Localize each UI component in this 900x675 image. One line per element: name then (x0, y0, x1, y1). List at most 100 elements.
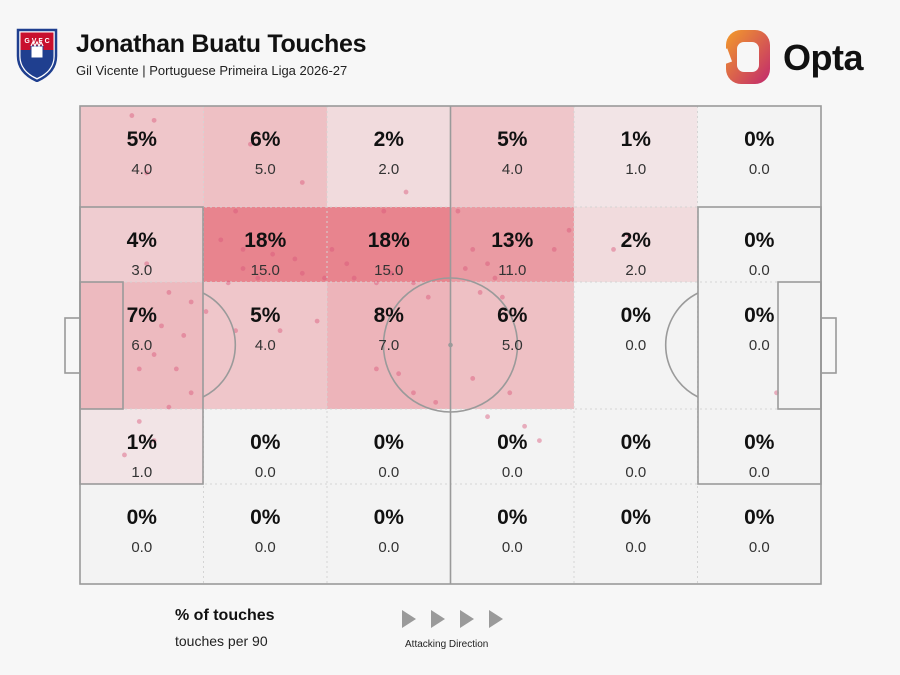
cell-per90-label: 0.0 (255, 464, 276, 481)
touch-dot (625, 232, 631, 238)
cell-per90-label: 15.0 (374, 262, 403, 279)
touch-dot (425, 294, 431, 300)
touch-dot (611, 247, 616, 252)
cell-percent-label: 0% (621, 431, 652, 454)
opta-logo-icon (718, 30, 770, 84)
cell-per90-label: 2.0 (625, 262, 646, 279)
touch-dot (551, 247, 557, 252)
touch-dot (388, 270, 394, 276)
heatmap-cell (697, 409, 821, 484)
cell-percent-label: 0% (250, 506, 281, 529)
cell-percent-label: 0% (374, 506, 405, 529)
touch-dot (151, 352, 157, 357)
heatmap-cell (697, 207, 821, 282)
touch-dot (299, 180, 305, 185)
cell-percent-label: 18% (368, 229, 410, 252)
touch-dot (144, 170, 150, 176)
touch-dot (144, 261, 150, 267)
heatmap-cell (203, 106, 327, 207)
heatmap-cell (574, 282, 698, 409)
heatmap-cell (450, 282, 574, 409)
touch-dot (240, 266, 246, 271)
heatmap-cell (450, 207, 574, 282)
cell-percent-label: 6% (497, 304, 528, 327)
cell-per90-label: 4.0 (255, 337, 276, 354)
cell-percent-label: 0% (497, 506, 528, 529)
cell-per90-label: 0.0 (749, 464, 770, 481)
attacking-direction-arrows-icon (402, 610, 503, 628)
heatmap-cell (697, 106, 821, 207)
touch-dot (433, 399, 439, 405)
touch-dot (411, 280, 416, 286)
page-title: Jonathan Buatu Touches (76, 30, 367, 58)
touch-dot (485, 261, 490, 267)
heatmap-cell (450, 484, 574, 584)
touch-dot (566, 227, 572, 233)
legend-per90-label: touches per 90 (175, 633, 268, 649)
touch-dot (322, 275, 327, 281)
cell-percent-label: 0% (374, 431, 405, 454)
touch-dot (492, 275, 498, 281)
cell-per90-label: 1.0 (131, 464, 152, 481)
touch-dot (462, 266, 468, 271)
touch-dot (159, 323, 164, 329)
heatmap-cell (80, 207, 204, 282)
touch-dot (233, 208, 239, 214)
cell-percent-label: 1% (621, 128, 652, 151)
touch-dot (537, 438, 542, 443)
heatmap-labels: 5% 4.0 6% 5.0 2% 2.0 5% 4.0 1% 1.0 0% 0.0 4% 3.0 18% 15… (127, 128, 775, 556)
cell-percent-label: 0% (744, 506, 775, 529)
touch-dot (470, 247, 476, 252)
cell-per90-label: 7.0 (378, 337, 399, 354)
cell-per90-label: 1.0 (625, 161, 646, 178)
touch-dot (270, 251, 276, 257)
cell-percent-label: 13% (491, 229, 533, 252)
cell-percent-label: 0% (621, 304, 652, 327)
touch-dot (411, 390, 416, 396)
cell-per90-label: 0.0 (378, 464, 399, 481)
cell-percent-label: 0% (127, 506, 158, 529)
touch-dot (470, 376, 476, 381)
cell-per90-label: 0.0 (502, 464, 523, 481)
touch-dot (136, 366, 142, 372)
attacking-direction-label: Attacking Direction (405, 639, 489, 650)
cell-percent-label: 18% (244, 229, 286, 252)
cell-per90-label: 6.0 (131, 337, 152, 354)
cell-percent-label: 0% (621, 506, 652, 529)
cell-per90-label: 0.0 (502, 539, 523, 556)
heatmap-cell (697, 282, 821, 409)
cell-percent-label: 0% (497, 431, 528, 454)
touch-dot (240, 247, 246, 252)
touch-dot (129, 113, 135, 118)
left-penalty-arc (202, 292, 237, 398)
heatmap-cell (450, 409, 574, 484)
cell-percent-label: 0% (744, 128, 775, 151)
touch-dot (188, 390, 194, 396)
cell-per90-label: 0.0 (131, 539, 152, 556)
heatmap-cell (80, 106, 204, 207)
touch-dot (255, 275, 261, 281)
cell-percent-label: 2% (621, 229, 652, 252)
centre-circle (382, 277, 519, 413)
cell-per90-label: 0.0 (749, 539, 770, 556)
cell-percent-label: 0% (744, 304, 775, 327)
heatmap-cell (327, 484, 451, 584)
touch-dot (351, 275, 357, 281)
heatmap-cell (203, 409, 327, 484)
crest-lettering: G V F C (24, 38, 49, 45)
heatmap-cell (80, 409, 204, 484)
touch-dot (329, 247, 335, 252)
heatmap-cell (203, 207, 327, 282)
header: G V F C Jonathan Buatu Touches Gil Vicen… (0, 0, 900, 100)
touch-dot (396, 371, 402, 377)
heatmap-cell (327, 207, 451, 282)
centre-spot (448, 342, 453, 348)
touch-dot (299, 270, 305, 276)
heatmap-cell (80, 484, 204, 584)
touch-dot (218, 237, 224, 243)
touch-dot (203, 309, 209, 314)
touch-dot (181, 333, 187, 338)
page-subtitle: Gil Vicente | Portuguese Primeira Liga 2… (76, 63, 348, 78)
touch-dot (292, 256, 298, 262)
